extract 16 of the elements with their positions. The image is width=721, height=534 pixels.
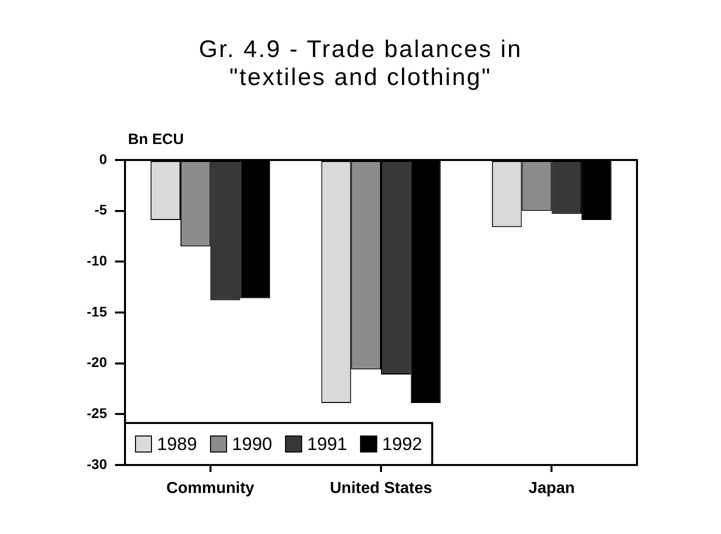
y-tick-label: -30 <box>86 456 108 472</box>
legend-label: 1989 <box>157 434 198 454</box>
chart-title: Gr. 4.9 - Trade balances in "textiles and clothing" <box>198 36 522 91</box>
y-tick-label: -15 <box>86 303 108 320</box>
legend-label: 1992 <box>382 434 422 454</box>
y-tick-label: -20 <box>86 354 108 370</box>
x-tick-label: United States <box>330 480 432 498</box>
y-tick-label: -25 <box>86 405 108 422</box>
y-axis-title: Bn ECU <box>128 131 184 148</box>
x-tick-label: Community <box>166 480 254 498</box>
x-tick-label: Japan <box>528 480 575 498</box>
legend-label: 1991 <box>307 434 348 454</box>
legend-label: 1990 <box>232 434 272 454</box>
y-tick-label: -10 <box>86 252 108 269</box>
y-tick-label: -5 <box>94 202 108 218</box>
y-tick-label: 0 <box>99 150 108 167</box>
